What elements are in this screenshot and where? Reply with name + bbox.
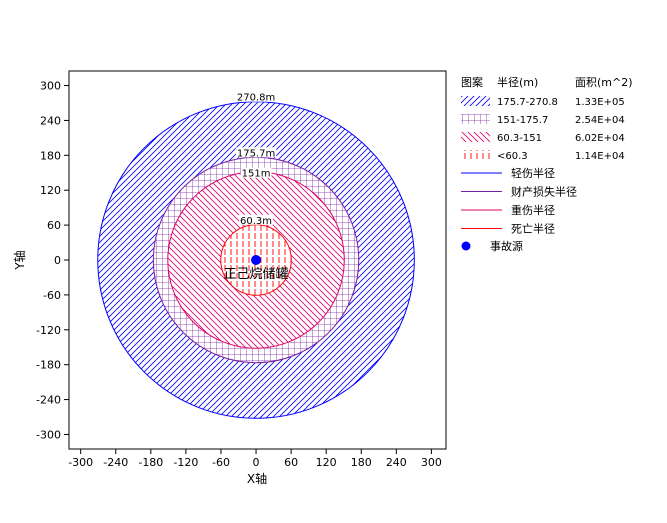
legend-range-light: 175.7-270.8 <box>497 97 558 108</box>
x-tick-label: 60 <box>284 456 298 469</box>
legend-swatch-serious <box>461 132 490 142</box>
y-tick-label: -120 <box>36 324 61 337</box>
y-tick-label: 60 <box>47 219 61 232</box>
legend-zone-rows: 175.7-270.8 1.33E+05 151-175.7 2.54E+04 60.3… <box>461 96 625 162</box>
y-axis-label: Y轴 <box>12 250 27 270</box>
x-axis-label: X轴 <box>247 471 267 486</box>
accident-source-label: 正己烷储罐 <box>224 267 289 282</box>
radius-label-serious: 151m <box>242 169 271 180</box>
legend-source-label: 事故源 <box>490 239 523 253</box>
radius-label-death-backdrop <box>239 214 274 225</box>
x-tick-label: -240 <box>103 456 128 469</box>
y-tick-label: 300 <box>40 80 61 93</box>
x-tick-label: 180 <box>351 456 372 469</box>
legend-line-label-serious: 重伤半径 <box>511 203 555 217</box>
x-tick-label: -300 <box>68 456 93 469</box>
y-tick-label: 120 <box>40 184 61 197</box>
x-tick-label: 120 <box>316 456 337 469</box>
legend: 图案 半径(m) 面积(m^2) 175.7-270.8 1.33E+05 151-… <box>461 75 633 253</box>
radius-label-light: 270.8m <box>237 93 275 104</box>
legend-swatch-light <box>461 96 490 106</box>
y-axis: 300 240 180 120 60 0 -60 -120 -180 -240 -300 <box>36 80 69 441</box>
accident-source-point <box>251 255 262 265</box>
y-tick-label: 0 <box>54 254 61 267</box>
legend-area-death: 1.14E+04 <box>575 151 625 162</box>
accident-source-layer: 正己烷储罐 <box>224 255 289 282</box>
x-tick-label: 0 <box>253 456 260 469</box>
radius-label-property-backdrop <box>235 147 277 158</box>
legend-swatch-property <box>461 114 490 124</box>
x-axis: -300 -240 -180 -120 -60 0 60 120 180 240 300 <box>68 449 442 469</box>
y-tick-label: -180 <box>36 359 61 372</box>
legend-header-area: 面积(m^2) <box>575 76 633 89</box>
legend-line-label-death: 死亡半径 <box>511 222 555 236</box>
legend-header-radius: 半径(m) <box>497 75 538 89</box>
radius-label-death: 60.3m <box>240 216 272 227</box>
radius-label-layer: 270.8m 175.7m 151m 60.3m <box>235 91 277 227</box>
x-tick-label: 300 <box>421 456 442 469</box>
radius-label-property: 175.7m <box>237 148 275 159</box>
x-tick-label: -60 <box>212 456 230 469</box>
y-tick-label: 240 <box>40 114 61 127</box>
legend-source-marker <box>461 241 471 251</box>
legend-header-pattern: 图案 <box>461 75 483 89</box>
radius-label-serious-backdrop <box>240 167 272 178</box>
y-tick-label: -60 <box>43 289 61 302</box>
y-tick-label: 180 <box>40 149 61 162</box>
radius-label-light-backdrop <box>235 91 277 102</box>
legend-range-property: 151-175.7 <box>497 115 548 126</box>
legend-area-serious: 6.02E+04 <box>575 133 625 144</box>
x-tick-label: 240 <box>386 456 407 469</box>
legend-swatch-death <box>461 150 490 160</box>
y-tick-label: -240 <box>36 394 61 407</box>
legend-area-light: 1.33E+05 <box>575 97 625 108</box>
legend-line-label-property: 财产损失半径 <box>511 185 577 199</box>
x-tick-label: -120 <box>173 456 198 469</box>
y-tick-label: -300 <box>36 428 61 441</box>
legend-line-label-light: 轻伤半径 <box>511 166 555 180</box>
legend-range-serious: 60.3-151 <box>497 133 542 144</box>
legend-range-death: <60.3 <box>497 151 528 162</box>
x-tick-label: -180 <box>138 456 163 469</box>
legend-area-property: 2.54E+04 <box>575 115 625 126</box>
